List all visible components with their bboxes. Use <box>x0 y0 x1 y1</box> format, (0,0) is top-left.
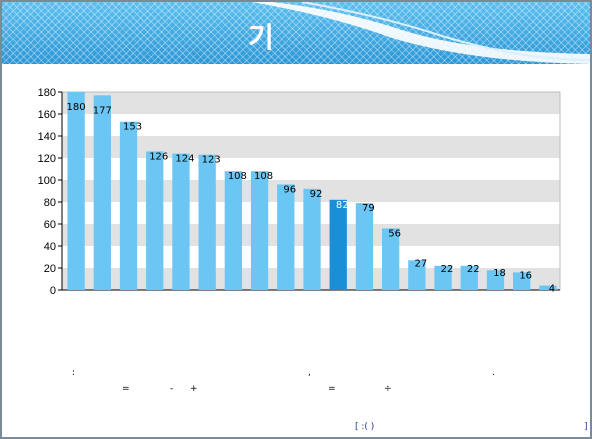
data-label: 92 <box>310 189 323 200</box>
bar <box>434 265 452 290</box>
notes-panel: : , . = - + = ÷ <box>62 300 562 400</box>
note-colon: : <box>72 368 76 378</box>
data-labels: 180 177 153 126 124 123 108 108 96 92 82 79 56 27 22 22… <box>67 102 556 295</box>
bar <box>303 188 321 290</box>
bar <box>539 285 557 290</box>
bar <box>198 154 216 290</box>
grid-band <box>62 92 560 114</box>
bar <box>513 272 531 290</box>
y-tick-label: 0 <box>50 285 56 297</box>
data-label: 123 <box>202 155 221 166</box>
data-label: 108 <box>254 171 273 182</box>
data-label: 16 <box>519 270 532 281</box>
data-label: 18 <box>493 268 506 279</box>
bar <box>408 260 426 290</box>
y-axis: 0 20 40 60 80 100 120 140 160 180 <box>38 87 560 297</box>
y-tick-label: 100 <box>38 175 56 187</box>
data-label: 180 <box>67 102 86 113</box>
bar <box>250 171 269 290</box>
grid-band <box>62 136 560 158</box>
note-minus: - <box>170 384 174 394</box>
y-tick-label: 160 <box>38 109 56 121</box>
data-label: 124 <box>175 154 194 165</box>
y-tick-label: 80 <box>44 197 56 209</box>
bar <box>172 153 190 290</box>
bar <box>67 92 85 290</box>
bars <box>67 92 557 290</box>
bar <box>146 151 164 290</box>
source-citation: [ :( ) <box>355 422 375 432</box>
data-label: 82 <box>336 200 349 211</box>
y-tick-label: 120 <box>38 153 56 165</box>
data-label: 22 <box>441 264 454 275</box>
data-label: 126 <box>149 151 168 162</box>
data-label: 27 <box>414 258 427 269</box>
note-equals-2: = <box>328 384 336 394</box>
note-comma: , <box>308 368 311 378</box>
data-label: 56 <box>388 228 401 239</box>
header-swoosh-decoration <box>252 2 590 64</box>
y-tick-label: 180 <box>38 87 56 99</box>
data-label: 153 <box>123 122 142 133</box>
bar <box>119 121 138 290</box>
data-label: 22 <box>467 264 480 275</box>
bar <box>93 95 111 290</box>
y-tick-label: 140 <box>38 131 56 143</box>
y-tick-label: 40 <box>44 241 56 253</box>
header-banner: 기 <box>2 2 590 64</box>
data-label: 96 <box>283 184 296 195</box>
bar <box>355 203 374 290</box>
bar-chart: 0 20 40 60 80 100 120 140 160 180 180 177 153 126 124… <box>38 87 561 297</box>
source-citation-end: ] <box>584 422 588 432</box>
note-plus: + <box>190 384 198 394</box>
bar <box>381 228 400 290</box>
data-label: 108 <box>228 171 247 182</box>
note-equals-1: = <box>122 384 130 394</box>
data-label: 79 <box>362 203 375 214</box>
y-tick-label: 20 <box>44 263 56 275</box>
bar <box>486 270 505 290</box>
data-label: 4 <box>549 284 555 295</box>
data-label: 177 <box>93 105 112 116</box>
bar <box>277 184 295 290</box>
note-divide: ÷ <box>384 384 392 394</box>
bar <box>329 199 347 290</box>
note-period: . <box>492 368 495 378</box>
slide-title: 기 <box>248 21 276 54</box>
bar <box>460 265 478 290</box>
y-tick-label: 60 <box>44 219 56 231</box>
bar <box>224 171 243 290</box>
